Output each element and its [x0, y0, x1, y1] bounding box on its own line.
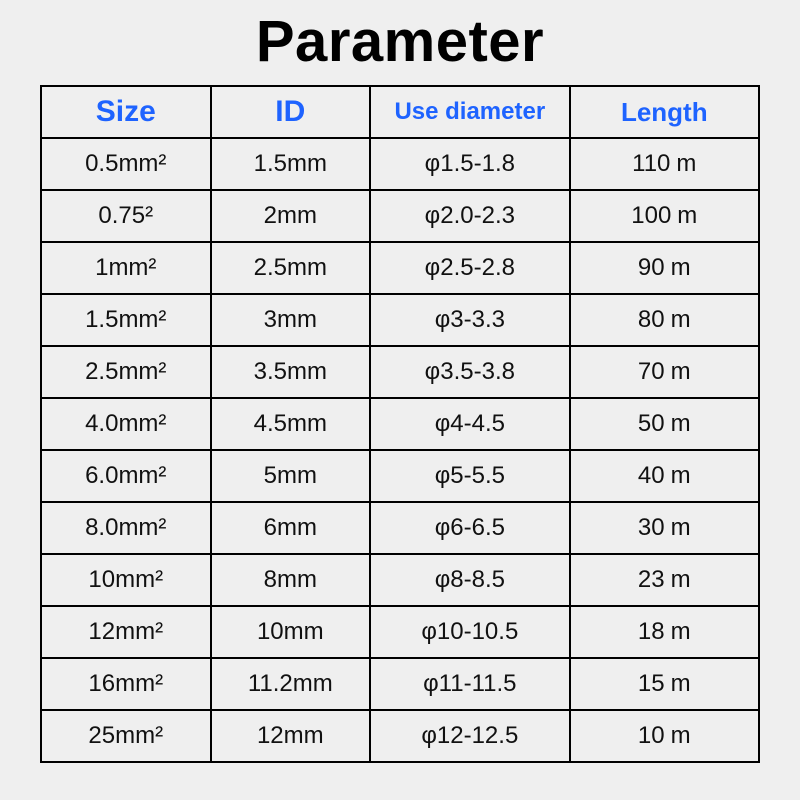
- cell-diameter: φ1.5-1.8: [370, 138, 569, 190]
- table-row: 0.5mm²1.5mmφ1.5-1.8110m: [41, 138, 759, 190]
- table-row: 1.5mm²3mmφ3-3.380m: [41, 294, 759, 346]
- cell-diameter: φ6-6.5: [370, 502, 569, 554]
- cell-size: 4.0mm²: [41, 398, 211, 450]
- length-value: 50: [638, 410, 665, 437]
- cell-id: 1.5mm: [211, 138, 371, 190]
- cell-length: 18m: [570, 606, 759, 658]
- cell-length: 30m: [570, 502, 759, 554]
- cell-diameter: φ2.0-2.3: [370, 190, 569, 242]
- cell-size: 8.0mm²: [41, 502, 211, 554]
- column-header-length: Length: [570, 86, 759, 138]
- length-value: 40: [638, 462, 665, 489]
- cell-length: 90m: [570, 242, 759, 294]
- cell-diameter: φ12-12.5: [370, 710, 569, 762]
- length-unit: m: [671, 306, 691, 333]
- cell-size: 25mm²: [41, 710, 211, 762]
- page-title: Parameter: [256, 8, 544, 75]
- cell-id: 11.2mm: [211, 658, 371, 710]
- cell-diameter: φ3.5-3.8: [370, 346, 569, 398]
- length-value: 100: [631, 202, 671, 229]
- cell-length: 110m: [570, 138, 759, 190]
- length-unit: m: [671, 670, 691, 697]
- cell-diameter: φ4-4.5: [370, 398, 569, 450]
- cell-id: 2.5mm: [211, 242, 371, 294]
- cell-id: 5mm: [211, 450, 371, 502]
- table-row: 4.0mm²4.5mmφ4-4.550m: [41, 398, 759, 450]
- cell-size: 12mm²: [41, 606, 211, 658]
- length-unit: m: [671, 566, 691, 593]
- length-value: 30: [638, 514, 665, 541]
- cell-length: 10m: [570, 710, 759, 762]
- column-header-size: Size: [41, 86, 211, 138]
- table-body: 0.5mm²1.5mmφ1.5-1.8110m0.75²2mmφ2.0-2.31…: [41, 138, 759, 762]
- table-row: 1mm²2.5mmφ2.5-2.890m: [41, 242, 759, 294]
- length-unit: m: [677, 202, 697, 229]
- page: Parameter Size ID Use diameter Length 0.…: [0, 0, 800, 800]
- length-value: 10: [638, 722, 665, 749]
- length-value: 23: [638, 566, 665, 593]
- cell-size: 10mm²: [41, 554, 211, 606]
- cell-diameter: φ11-11.5: [370, 658, 569, 710]
- cell-id: 3mm: [211, 294, 371, 346]
- table-row: 6.0mm²5mmφ5-5.540m: [41, 450, 759, 502]
- length-unit: m: [671, 254, 691, 281]
- cell-length: 70m: [570, 346, 759, 398]
- length-value: 15: [638, 670, 665, 697]
- cell-length: 15m: [570, 658, 759, 710]
- length-value: 70: [638, 358, 665, 385]
- length-unit: m: [671, 618, 691, 645]
- cell-size: 0.5mm²: [41, 138, 211, 190]
- table-row: 10mm²8mmφ8-8.523m: [41, 554, 759, 606]
- table-row: 2.5mm²3.5mmφ3.5-3.870m: [41, 346, 759, 398]
- length-value: 18: [638, 618, 665, 645]
- cell-length: 50m: [570, 398, 759, 450]
- cell-diameter: φ2.5-2.8: [370, 242, 569, 294]
- table-row: 25mm²12mmφ12-12.510m: [41, 710, 759, 762]
- cell-diameter: φ5-5.5: [370, 450, 569, 502]
- cell-id: 2mm: [211, 190, 371, 242]
- cell-id: 3.5mm: [211, 346, 371, 398]
- length-unit: m: [676, 150, 696, 177]
- cell-size: 2.5mm²: [41, 346, 211, 398]
- cell-size: 6.0mm²: [41, 450, 211, 502]
- cell-length: 23m: [570, 554, 759, 606]
- cell-id: 8mm: [211, 554, 371, 606]
- length-unit: m: [671, 462, 691, 489]
- table-row: 8.0mm²6mmφ6-6.530m: [41, 502, 759, 554]
- parameter-table: Size ID Use diameter Length 0.5mm²1.5mmφ…: [40, 85, 760, 763]
- length-value: 80: [638, 306, 665, 333]
- cell-size: 0.75²: [41, 190, 211, 242]
- length-unit: m: [671, 722, 691, 749]
- length-value: 90: [638, 254, 665, 281]
- length-value: 110: [632, 150, 670, 177]
- length-unit: m: [671, 358, 691, 385]
- table-row: 12mm²10mmφ10-10.518m: [41, 606, 759, 658]
- cell-diameter: φ8-8.5: [370, 554, 569, 606]
- cell-size: 16mm²: [41, 658, 211, 710]
- cell-id: 6mm: [211, 502, 371, 554]
- cell-length: 80m: [570, 294, 759, 346]
- length-unit: m: [671, 514, 691, 541]
- cell-length: 40m: [570, 450, 759, 502]
- cell-size: 1mm²: [41, 242, 211, 294]
- column-header-diameter: Use diameter: [370, 86, 569, 138]
- cell-id: 10mm: [211, 606, 371, 658]
- cell-diameter: φ3-3.3: [370, 294, 569, 346]
- column-header-id: ID: [211, 86, 371, 138]
- table-header: Size ID Use diameter Length: [41, 86, 759, 138]
- table-header-row: Size ID Use diameter Length: [41, 86, 759, 138]
- cell-diameter: φ10-10.5: [370, 606, 569, 658]
- cell-id: 4.5mm: [211, 398, 371, 450]
- length-unit: m: [671, 410, 691, 437]
- cell-id: 12mm: [211, 710, 371, 762]
- cell-length: 100m: [570, 190, 759, 242]
- cell-size: 1.5mm²: [41, 294, 211, 346]
- table-row: 16mm²11.2mmφ11-11.515m: [41, 658, 759, 710]
- table-row: 0.75²2mmφ2.0-2.3100m: [41, 190, 759, 242]
